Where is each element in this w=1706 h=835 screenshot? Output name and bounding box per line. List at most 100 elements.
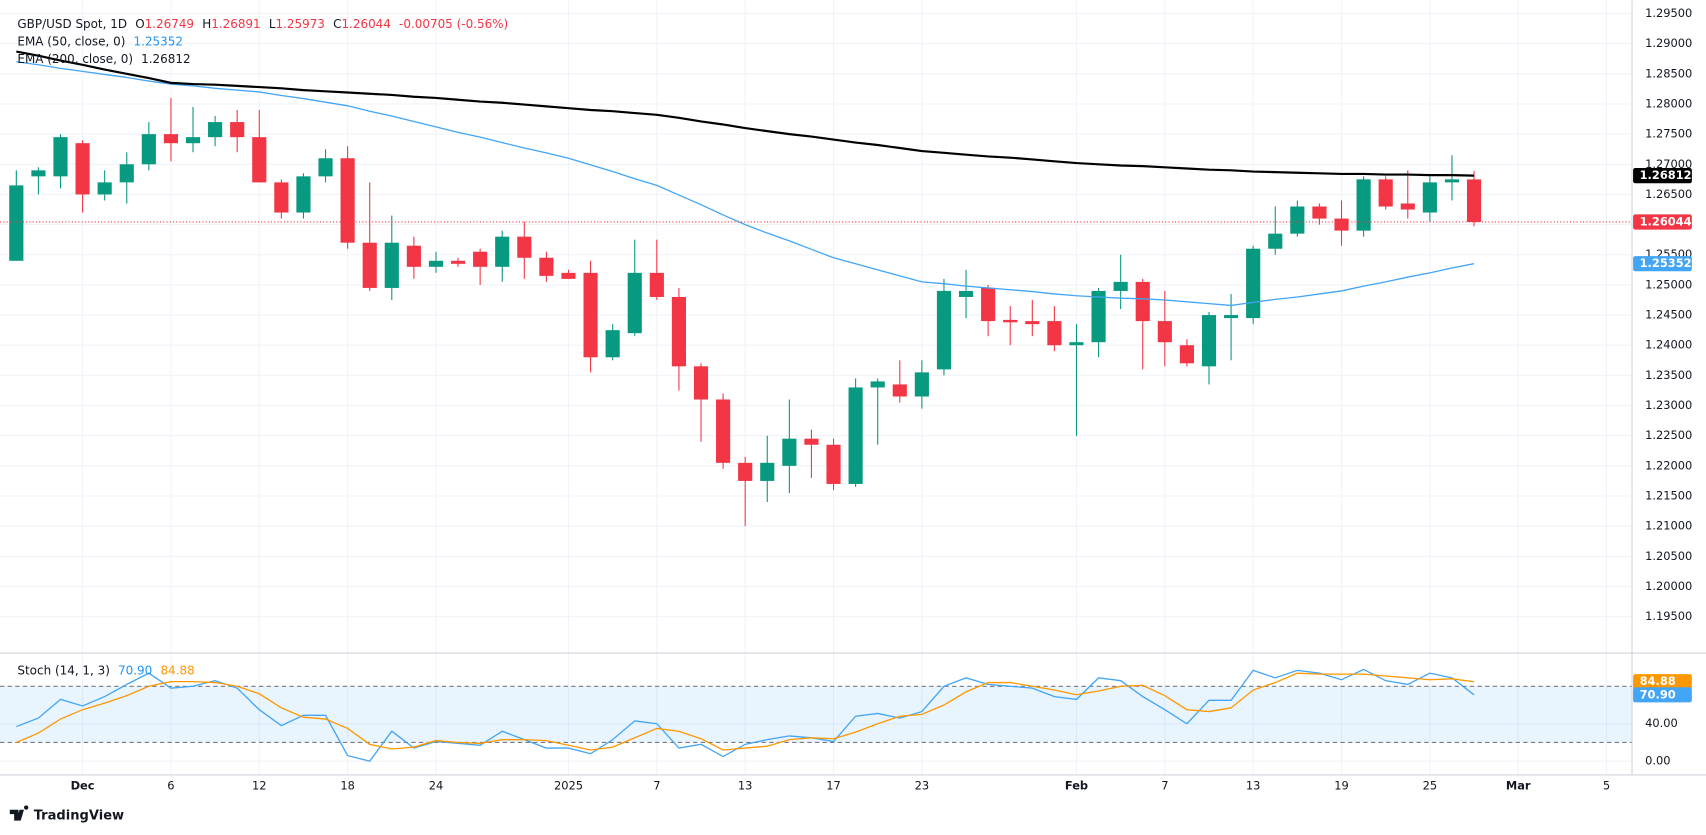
x-tick-label: 24 — [429, 778, 444, 792]
stoch-d-value: 84.88 — [160, 663, 194, 677]
low-key: L — [269, 17, 276, 31]
x-tick-label: 13 — [738, 778, 753, 792]
price-legend: GBP/USD Spot, 1D O1.26749 H1.26891 L1.25… — [17, 17, 508, 31]
candle-body — [1179, 345, 1194, 364]
candle-body — [958, 290, 974, 297]
candle-body — [31, 170, 46, 177]
candle-body — [517, 236, 532, 258]
y-tick-label: 1.22500 — [1645, 428, 1692, 442]
candle-body — [826, 444, 841, 484]
candle-body — [848, 387, 863, 484]
candle-body — [1356, 179, 1371, 231]
candle-body — [760, 462, 775, 481]
candle-body — [1290, 206, 1305, 234]
candle-body — [340, 158, 355, 243]
candle-body — [473, 251, 488, 267]
candle-body — [1224, 315, 1239, 319]
candle-body — [230, 122, 245, 138]
y-tick-label: 1.27500 — [1645, 127, 1692, 141]
candle-body — [252, 137, 267, 183]
ema-badge-bg — [1633, 256, 1692, 272]
brand-name: TradingView — [34, 809, 124, 824]
x-tick-label: 25 — [1423, 778, 1438, 792]
ema200-legend: EMA (200, close, 0) 1.26812 — [17, 52, 190, 66]
last-price-badge: 1.26044 — [1640, 214, 1692, 228]
candle-body — [274, 182, 289, 213]
brand-logo: TradingView — [9, 805, 124, 824]
high-key: H — [202, 17, 211, 31]
x-tick-label: 13 — [1246, 778, 1261, 792]
candle-body — [870, 381, 885, 388]
candle-body — [185, 137, 201, 144]
stoch-band — [0, 686, 1633, 743]
y-tick-label: 40.00 — [1645, 716, 1678, 730]
stoch-badge: 70.90 — [1640, 687, 1676, 701]
x-tick-label: 2025 — [554, 778, 583, 792]
candle-body — [1444, 179, 1460, 183]
candle-body — [75, 143, 90, 195]
candle-body — [119, 164, 134, 183]
y-tick-label: 1.25000 — [1645, 277, 1692, 291]
close-key: C — [333, 17, 341, 31]
candle-body — [738, 462, 753, 481]
y-tick-label: 1.23000 — [1645, 398, 1692, 412]
candle-body — [804, 438, 819, 445]
y-tick-label: 1.28000 — [1645, 96, 1692, 110]
candle-body — [981, 287, 996, 322]
x-tick-label: Dec — [71, 778, 95, 792]
candle-body — [649, 272, 664, 297]
close-value: 1.26044 — [341, 17, 390, 31]
x-tick-label: 7 — [653, 778, 660, 792]
ema50-value: 1.25352 — [134, 34, 183, 48]
candle-body — [384, 242, 399, 288]
candle-body — [1246, 248, 1261, 319]
candle-body — [1025, 321, 1040, 325]
candle-body — [561, 272, 576, 279]
candle-body — [1135, 281, 1150, 322]
stoch-badge-bg — [1633, 674, 1692, 690]
logo-icon — [9, 805, 29, 821]
candle-body — [318, 158, 333, 177]
ema50-name: EMA (50, close, 0) — [17, 34, 125, 48]
candle-body — [1422, 182, 1437, 213]
candle-body — [450, 260, 466, 264]
x-tick-label: 23 — [915, 778, 930, 792]
x-tick-label: 18 — [340, 778, 355, 792]
candle-body — [1400, 203, 1415, 210]
candle-body — [1334, 218, 1349, 231]
ema-badge: 1.25352 — [1640, 256, 1692, 270]
candle-body — [605, 330, 620, 358]
stoch-badge: 84.88 — [1640, 674, 1676, 688]
grid-layer: Dec 6 12 18 24 2025 7 13 17 23 Feb 7 13 19 25 Mar 5 1.195… — [0, 0, 1692, 792]
open-value: 1.26749 — [145, 17, 194, 31]
ema-line — [16, 50, 1475, 177]
x-tick-label: 6 — [167, 778, 174, 792]
candle-body — [1312, 206, 1327, 219]
candle-body — [782, 438, 797, 466]
candle-body — [1113, 281, 1128, 291]
ema200-value: 1.26812 — [141, 52, 190, 66]
ema-badge: 1.26812 — [1640, 168, 1692, 182]
candle-body — [892, 384, 907, 397]
last-price-badge-bg — [1633, 214, 1692, 230]
stoch-legend: Stoch (14, 1, 3) 70.90 84.88 — [17, 663, 194, 677]
y-tick-label: 1.24000 — [1645, 338, 1692, 352]
stoch-line — [16, 668, 1475, 762]
high-value: 1.26891 — [211, 17, 260, 31]
candle-body — [97, 182, 112, 195]
x-tick-label: Mar — [1506, 778, 1531, 792]
candle-body — [1268, 233, 1283, 249]
stoch-badge-bg — [1633, 687, 1692, 703]
y-tick-label: 1.24500 — [1645, 308, 1692, 322]
candle-body — [163, 134, 178, 144]
candle-body — [1466, 179, 1482, 222]
y-tick-label: 1.20000 — [1645, 579, 1692, 593]
candle-body — [1047, 321, 1062, 346]
y-tick-label: 1.28500 — [1645, 66, 1692, 80]
candle-body — [208, 122, 223, 138]
candle-body — [53, 137, 68, 177]
y-tick-label: 1.29000 — [1645, 36, 1692, 50]
ema-badge-bg — [1633, 168, 1692, 184]
